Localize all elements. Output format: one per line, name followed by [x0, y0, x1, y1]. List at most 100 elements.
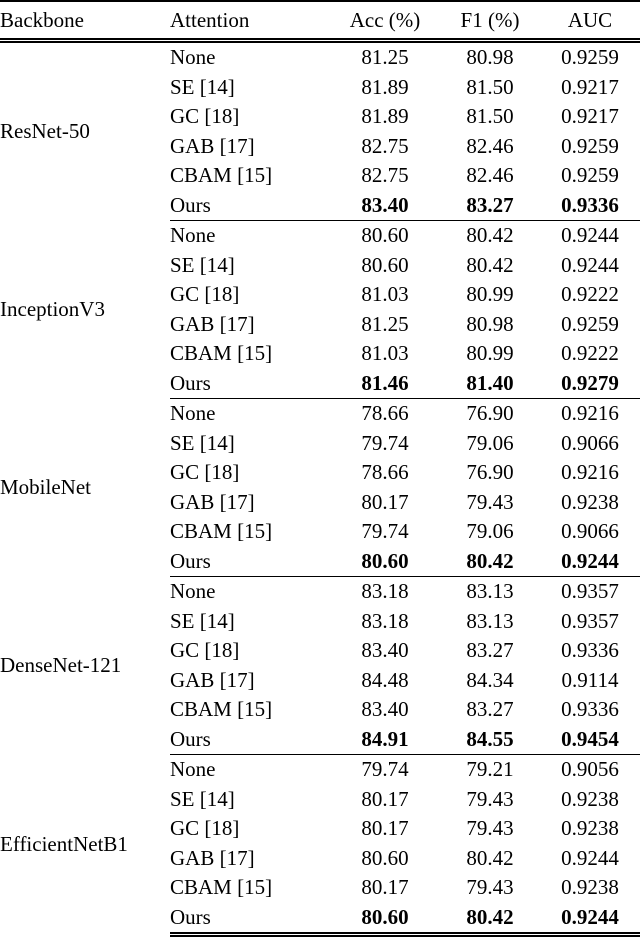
cell-auc: 0.9244 — [561, 223, 619, 247]
cell-auc: 0.9114 — [561, 667, 619, 692]
table-row: GC [18] 81.03 80.99 0.9222 — [0, 280, 640, 310]
cell-acc: 78.66 — [361, 401, 409, 425]
cell-f1: 80.42 — [466, 223, 514, 247]
cell-auc: 0.9217 — [561, 104, 619, 128]
cell-backbone: EfficientNetB1 — [0, 831, 128, 856]
cell-f1: 76.90 — [466, 460, 514, 484]
cell-attention: SE [14] — [170, 430, 235, 455]
table-row: GAB [17] 81.25 80.98 0.9259 — [0, 310, 640, 340]
cell-attention: GAB [17] — [170, 667, 255, 692]
cell-acc: 80.60 — [361, 845, 409, 870]
cell-attention: None — [170, 757, 216, 781]
cell-attention: GAB [17] — [170, 845, 255, 870]
cell-auc: 0.9244 — [561, 252, 619, 277]
cell-f1: 76.90 — [466, 401, 514, 425]
cell-attention: CBAM [15] — [170, 341, 273, 365]
table-row: CBAM [15] 83.40 83.27 0.9336 — [0, 695, 640, 725]
cell-attention: None — [170, 45, 216, 69]
cell-attention: SE [14] — [170, 608, 235, 633]
cell-auc: 0.9454 — [540, 724, 640, 755]
cell-f1: 80.42 — [466, 845, 514, 870]
cell-acc: 80.60 — [330, 546, 440, 577]
cell-acc: 81.25 — [361, 311, 409, 336]
cell-acc: 83.40 — [361, 697, 409, 721]
cell-acc: 80.60 — [330, 902, 440, 937]
table-row: CBAM [15] 79.74 79.06 0.9066 — [0, 517, 640, 547]
table-row: GAB [17] 82.75 82.46 0.9259 — [0, 132, 640, 162]
table-row: GC [18] 80.17 79.43 0.9238 — [0, 814, 640, 844]
cell-f1: 83.13 — [466, 608, 514, 633]
cell-acc: 82.75 — [361, 133, 409, 158]
cell-auc: 0.9259 — [561, 45, 619, 69]
cell-f1: 79.43 — [466, 786, 514, 811]
cell-attention: CBAM [15] — [170, 519, 273, 543]
cell-attention: SE [14] — [170, 74, 235, 99]
table-row: Ours 84.91 84.55 0.9454 — [0, 724, 640, 755]
table-row: Ours 81.46 81.40 0.9279 — [0, 368, 640, 399]
column-header-attention: Attention — [170, 0, 330, 43]
cell-attention: Ours — [170, 902, 330, 937]
cell-attention: GC [18] — [170, 104, 240, 128]
cell-acc: 81.89 — [361, 104, 409, 128]
cell-auc: 0.9238 — [561, 875, 619, 899]
cell-attention: GAB [17] — [170, 311, 255, 336]
cell-f1: 84.55 — [440, 724, 540, 755]
cell-attention: SE [14] — [170, 786, 235, 811]
cell-auc: 0.9259 — [561, 311, 619, 336]
cell-auc: 0.9066 — [561, 430, 619, 455]
column-header-acc: Acc (%) — [330, 0, 440, 43]
cell-acc: 80.17 — [361, 786, 409, 811]
table-row: Ours 80.60 80.42 0.9244 — [0, 902, 640, 937]
cell-attention: CBAM [15] — [170, 875, 273, 899]
cell-auc: 0.9238 — [561, 489, 619, 514]
cell-backbone: ResNet-50 — [0, 119, 90, 143]
table-header: Backbone Attention Acc (%) F1 (%) AUC — [0, 0, 640, 43]
cell-acc: 79.74 — [361, 757, 409, 781]
cell-auc: 0.9066 — [561, 519, 619, 543]
table-row: ResNet-50 None 81.25 80.98 0.9259 — [0, 41, 640, 143]
table-row: CBAM [15] 80.17 79.43 0.9238 — [0, 873, 640, 903]
cell-acc: 80.17 — [361, 489, 409, 514]
cell-auc: 0.9244 — [540, 546, 640, 577]
column-header-auc: AUC — [540, 0, 640, 43]
table-row: GC [18] 81.89 81.50 0.9217 — [0, 102, 640, 132]
cell-acc: 81.46 — [330, 368, 440, 399]
cell-auc: 0.9279 — [540, 368, 640, 399]
table-row: MobileNet None 78.66 76.90 0.9216 — [0, 399, 640, 499]
cell-acc: 81.03 — [361, 341, 409, 365]
cell-f1: 83.13 — [466, 579, 514, 603]
cell-backbone: InceptionV3 — [0, 296, 105, 321]
cell-acc: 80.17 — [361, 816, 409, 840]
cell-f1: 80.98 — [466, 311, 514, 336]
cell-f1: 80.99 — [466, 282, 514, 306]
cell-auc: 0.9244 — [540, 902, 640, 937]
cell-attention: Ours — [170, 724, 330, 755]
cell-acc: 79.74 — [361, 430, 409, 455]
table-row: EfficientNetB1 None 79.74 79.21 0.9056 — [0, 755, 640, 856]
table-row: SE [14] 80.60 80.42 0.9244 — [0, 251, 640, 281]
cell-attention: GAB [17] — [170, 133, 255, 158]
cell-auc: 0.9222 — [561, 341, 619, 365]
cell-f1: 81.50 — [466, 104, 514, 128]
column-header-backbone: Backbone — [0, 0, 170, 43]
cell-f1: 80.42 — [466, 252, 514, 277]
cell-acc: 84.48 — [361, 667, 409, 692]
cell-attention: Ours — [170, 368, 330, 399]
cell-auc: 0.9056 — [561, 757, 619, 781]
cell-acc: 80.60 — [361, 252, 409, 277]
cell-attention: Ours — [170, 190, 330, 221]
header-row: Backbone Attention Acc (%) F1 (%) AUC — [0, 0, 640, 43]
cell-attention: Ours — [170, 546, 330, 577]
cell-f1: 80.99 — [466, 341, 514, 365]
cell-f1: 81.40 — [440, 368, 540, 399]
cell-f1: 79.06 — [466, 430, 514, 455]
table-row: SE [14] 80.17 79.43 0.9238 — [0, 785, 640, 815]
cell-attention: CBAM [15] — [170, 163, 273, 187]
cell-f1: 80.42 — [440, 546, 540, 577]
cell-f1: 79.43 — [466, 489, 514, 514]
table-row: SE [14] 81.89 81.50 0.9217 — [0, 73, 640, 103]
cell-acc: 83.18 — [361, 608, 409, 633]
cell-f1: 80.98 — [466, 45, 514, 69]
